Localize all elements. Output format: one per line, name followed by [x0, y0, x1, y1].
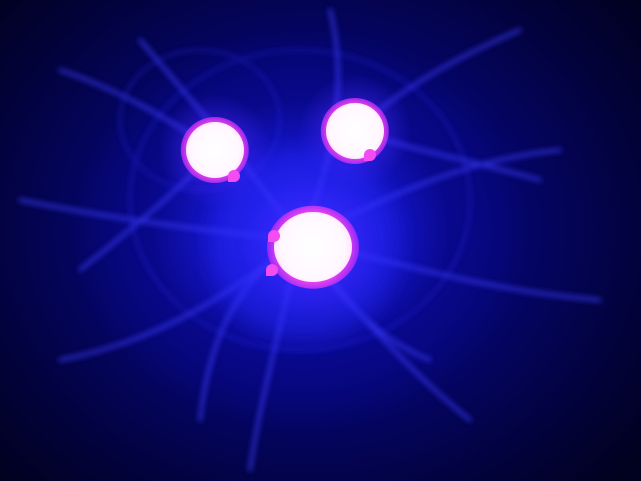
orb-lower-center: [235, 177, 391, 317]
orb-core: [274, 212, 352, 282]
orb-spike: [268, 230, 280, 242]
orb-upper-left: [157, 94, 273, 206]
orb-core: [326, 103, 384, 159]
orb-spike: [228, 170, 240, 182]
orb-upper-right: [297, 75, 413, 187]
orb-spike: [266, 264, 278, 276]
orb-spike: [364, 149, 376, 161]
orb-core: [186, 122, 244, 178]
